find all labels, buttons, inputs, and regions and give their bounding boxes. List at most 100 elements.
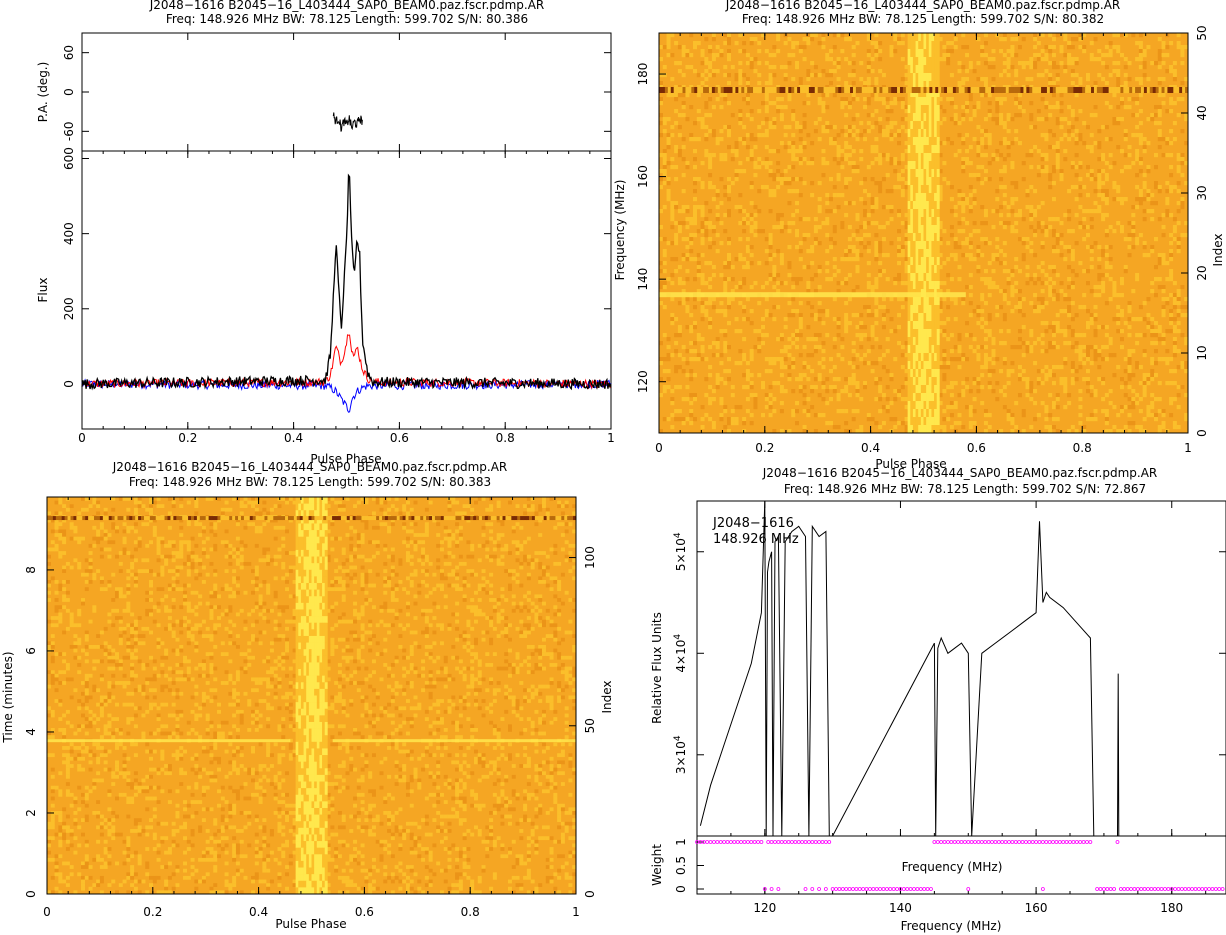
- heatmap-cell: [1048, 429, 1053, 434]
- heatmap-cell: [1040, 289, 1045, 294]
- heatmap-cell: [874, 277, 879, 282]
- heatmap-cell: [704, 393, 709, 398]
- pulse-band-cell: [912, 353, 916, 362]
- heatmap-cell: [1131, 397, 1136, 402]
- heatmap-cell: [1074, 173, 1079, 178]
- heatmap-cell: [1138, 333, 1143, 338]
- heatmap-cell: [866, 273, 871, 278]
- pulse-band-cell: [912, 257, 916, 266]
- heatmap-cell: [1153, 265, 1158, 270]
- heatmap-cell: [1172, 297, 1177, 302]
- pulse-band-cell: [915, 145, 919, 154]
- heatmap-cell: [708, 157, 713, 162]
- heatmap-cell: [863, 325, 868, 330]
- heatmap-cell: [991, 341, 996, 346]
- heatmap-cell: [1025, 273, 1030, 278]
- heatmap-cell: [749, 201, 754, 206]
- heatmap-cell: [1006, 329, 1011, 334]
- heatmap-cell: [949, 97, 954, 102]
- heatmap-cell: [859, 429, 864, 434]
- heatmap-cell: [983, 77, 988, 82]
- heatmap-cell: [768, 53, 773, 58]
- pulse-band-cell: [910, 73, 914, 82]
- heatmap-cell: [1123, 105, 1128, 110]
- heatmap-cell: [810, 161, 815, 166]
- heatmap-cell: [813, 289, 818, 294]
- heatmap-cell: [1067, 189, 1072, 194]
- heatmap-cell: [817, 413, 822, 418]
- heatmap-cell: [266, 511, 271, 516]
- heatmap-cell: [92, 497, 97, 501]
- pulse-band-cell: [931, 249, 935, 258]
- heatmap-cell: [972, 201, 977, 206]
- heatmap-cell: [1021, 377, 1026, 382]
- heatmap-cell: [764, 133, 769, 138]
- pulse-band-cell: [931, 193, 935, 202]
- heatmap-cell: [870, 333, 875, 338]
- rfi-row-cell: [826, 87, 830, 93]
- heatmap-cell: [874, 97, 879, 102]
- heatmap-cell: [836, 281, 841, 286]
- heatmap-cell: [946, 53, 951, 58]
- heatmap-cell: [764, 117, 769, 122]
- heatmap-cell: [1010, 165, 1015, 170]
- heatmap-cell: [273, 504, 278, 509]
- heatmap-cell: [968, 245, 973, 250]
- pulse-band-cell: [912, 249, 916, 258]
- heatmap-cell: [987, 317, 992, 322]
- pulse-band-cell: [907, 401, 911, 410]
- heatmap-cell: [855, 165, 860, 170]
- rfi-row-cell: [708, 87, 713, 93]
- heatmap-cell: [1051, 373, 1056, 378]
- pulse-band-cell: [920, 81, 924, 90]
- heatmap-cell: [65, 507, 70, 512]
- heatmap-cell: [821, 33, 826, 38]
- heatmap-cell: [847, 297, 852, 302]
- pulse-band-cell: [936, 97, 940, 106]
- heatmap-cell: [681, 53, 686, 58]
- heatmap-cell: [972, 377, 977, 382]
- heatmap-cell: [976, 269, 981, 274]
- heatmap-cell: [1161, 337, 1166, 342]
- heatmap-cell: [791, 117, 796, 122]
- heatmap-cell: [708, 165, 713, 170]
- heatmap-cell: [783, 281, 788, 286]
- heatmap-cell: [889, 161, 894, 166]
- heatmap-cell: [768, 245, 773, 250]
- heatmap-cell: [844, 113, 849, 118]
- heatmap-cell: [855, 313, 860, 318]
- pulse-band-cell: [928, 377, 932, 386]
- heatmap-cell: [462, 504, 467, 509]
- heatmap-cell: [874, 149, 879, 154]
- heatmap-cell: [1123, 321, 1128, 326]
- heatmap-cell: [734, 177, 739, 182]
- pulse-band-cell: [912, 49, 916, 58]
- heatmap-cell: [727, 213, 731, 218]
- heatmap-cell: [1021, 37, 1026, 42]
- heatmap-cell: [795, 209, 800, 214]
- pulse-band-cell: [934, 305, 938, 314]
- chart2-xtick-label: 0.2: [755, 441, 774, 455]
- heatmap-cell: [734, 153, 739, 158]
- pulse-band-cell: [910, 369, 914, 378]
- heatmap-cell: [738, 109, 743, 114]
- rfi-row-cell: [711, 87, 716, 93]
- heatmap-cell: [662, 237, 667, 242]
- heatmap-cell: [874, 33, 879, 38]
- pulse-band-cell: [936, 57, 940, 66]
- heatmap-cell: [666, 369, 671, 374]
- heatmap-cell: [666, 353, 671, 358]
- heatmap-cell: [995, 149, 1000, 154]
- heatmap-cell: [1082, 237, 1087, 242]
- heatmap-cell: [761, 317, 765, 322]
- heatmap-cell: [1157, 185, 1162, 190]
- heatmap-cell: [1142, 217, 1147, 222]
- heatmap-cell: [677, 417, 682, 422]
- pulse-band-cell: [928, 313, 932, 322]
- heatmap-cell: [836, 317, 841, 322]
- chart1-xtick-label: 0.8: [496, 431, 515, 445]
- heatmap-cell: [704, 37, 709, 42]
- heatmap-cell: [670, 201, 675, 206]
- heatmap-cell: [723, 229, 728, 234]
